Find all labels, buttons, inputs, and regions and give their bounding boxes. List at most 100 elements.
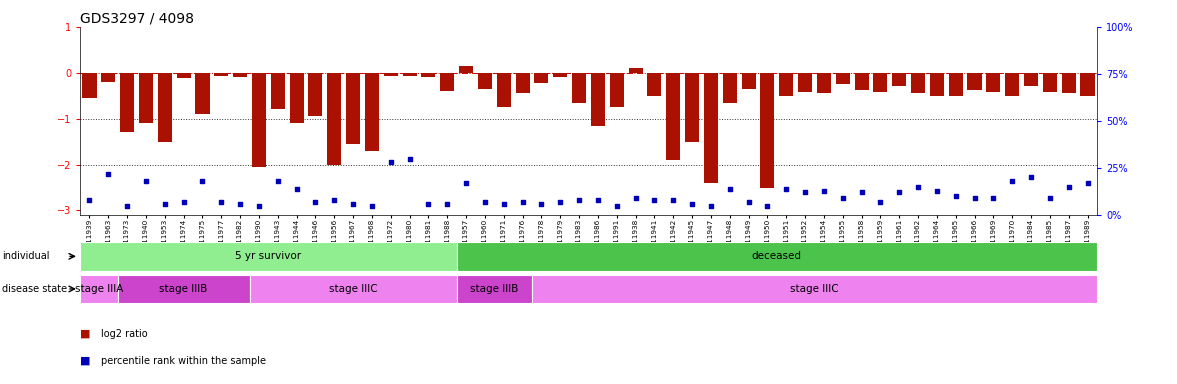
- Point: [268, 178, 287, 184]
- Bar: [1043, 73, 1057, 92]
- Bar: [478, 73, 492, 89]
- Bar: [742, 73, 756, 89]
- Bar: [911, 73, 925, 93]
- Point: [927, 187, 946, 194]
- Bar: [798, 73, 812, 92]
- Point: [664, 197, 683, 203]
- Point: [890, 189, 909, 195]
- Point: [363, 203, 381, 209]
- Bar: [101, 73, 115, 82]
- Text: stage IIIC: stage IIIC: [328, 284, 378, 294]
- Bar: [308, 73, 322, 116]
- Point: [720, 185, 739, 192]
- Bar: [892, 73, 906, 86]
- Point: [532, 201, 551, 207]
- Text: individual: individual: [2, 251, 49, 262]
- Text: GDS3297 / 4098: GDS3297 / 4098: [80, 12, 194, 25]
- Point: [1040, 195, 1059, 201]
- Text: disease state: disease state: [2, 284, 67, 294]
- Bar: [930, 73, 944, 96]
- Point: [984, 195, 1003, 201]
- Bar: [82, 73, 97, 98]
- Point: [758, 203, 777, 209]
- Bar: [610, 73, 624, 107]
- Point: [344, 201, 363, 207]
- Point: [457, 180, 476, 186]
- Bar: [1062, 73, 1076, 93]
- Point: [287, 185, 306, 192]
- Bar: [158, 73, 172, 142]
- Text: ■: ■: [80, 329, 91, 339]
- Bar: [817, 73, 831, 93]
- Bar: [723, 73, 737, 103]
- Bar: [497, 73, 511, 107]
- Bar: [457, 242, 1097, 271]
- Text: stage IIIB: stage IIIB: [159, 284, 208, 294]
- Bar: [1080, 73, 1095, 96]
- Bar: [118, 275, 250, 303]
- Bar: [779, 73, 793, 96]
- Bar: [986, 73, 1000, 92]
- Point: [99, 170, 118, 177]
- Bar: [365, 73, 379, 151]
- Bar: [516, 73, 530, 93]
- Point: [833, 195, 852, 201]
- Bar: [421, 73, 435, 77]
- Bar: [572, 73, 586, 103]
- Text: log2 ratio: log2 ratio: [101, 329, 148, 339]
- Bar: [591, 73, 605, 126]
- Point: [871, 199, 890, 205]
- Bar: [553, 73, 567, 77]
- Bar: [384, 73, 398, 76]
- Bar: [534, 73, 548, 83]
- Point: [607, 203, 626, 209]
- Point: [400, 156, 419, 162]
- Point: [193, 178, 212, 184]
- Point: [513, 199, 532, 205]
- Text: 5 yr survivor: 5 yr survivor: [235, 251, 301, 262]
- Point: [438, 201, 457, 207]
- Bar: [967, 73, 982, 90]
- Point: [325, 197, 344, 203]
- Point: [814, 187, 833, 194]
- Bar: [214, 73, 228, 76]
- Point: [212, 199, 231, 205]
- Bar: [629, 68, 643, 73]
- Bar: [949, 73, 963, 96]
- Bar: [139, 73, 153, 123]
- Text: stage IIIC: stage IIIC: [790, 284, 839, 294]
- Bar: [685, 73, 699, 142]
- Point: [777, 185, 796, 192]
- Point: [118, 203, 137, 209]
- Text: deceased: deceased: [752, 251, 802, 262]
- Point: [701, 203, 720, 209]
- Point: [231, 201, 250, 207]
- Point: [1078, 180, 1097, 186]
- Bar: [704, 73, 718, 183]
- Point: [645, 197, 664, 203]
- Bar: [855, 73, 869, 90]
- Point: [946, 193, 965, 199]
- Point: [852, 189, 871, 195]
- Point: [80, 197, 99, 203]
- Text: stage IIIA: stage IIIA: [74, 284, 124, 294]
- Point: [626, 195, 645, 201]
- Bar: [440, 73, 454, 91]
- Point: [419, 201, 438, 207]
- Bar: [1024, 73, 1038, 86]
- Bar: [760, 73, 774, 187]
- Point: [588, 197, 607, 203]
- Point: [796, 189, 814, 195]
- Bar: [250, 275, 457, 303]
- Text: stage IIIB: stage IIIB: [470, 284, 519, 294]
- Point: [739, 199, 758, 205]
- Bar: [403, 73, 417, 76]
- Point: [1022, 174, 1040, 180]
- Bar: [271, 73, 285, 109]
- Point: [137, 178, 155, 184]
- Point: [1059, 184, 1078, 190]
- Bar: [1005, 73, 1019, 96]
- Bar: [459, 66, 473, 73]
- Point: [381, 159, 400, 166]
- Bar: [80, 275, 118, 303]
